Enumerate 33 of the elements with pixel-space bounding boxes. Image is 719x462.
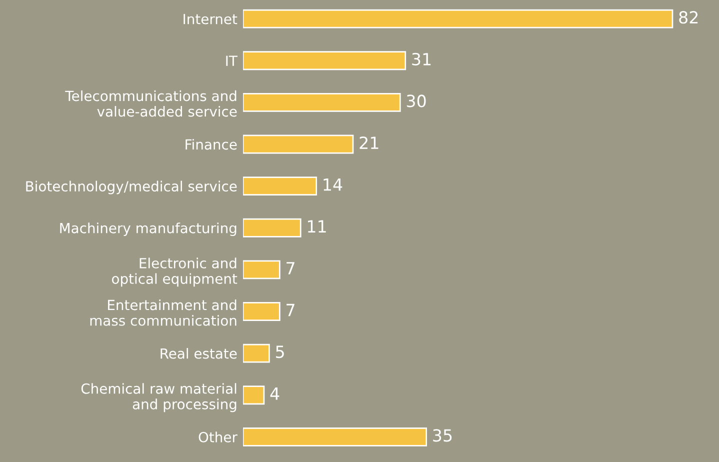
- y-tick-label: Real estate: [160, 348, 237, 359]
- y-tick-label: Chemical raw material and processing: [81, 383, 236, 412]
- data-label: 11: [308, 220, 326, 232]
- bar: [243, 218, 302, 238]
- data-label: 7: [286, 262, 294, 274]
- bar: [243, 176, 318, 196]
- y-tick-label: Telecommunications and value-added service: [65, 90, 237, 117]
- data-label: 82: [679, 11, 698, 24]
- y-tick-label: IT: [226, 56, 238, 66]
- y-tick-label: Internet: [184, 14, 238, 24]
- y-tick-label: Biotechnology/medical service: [26, 180, 237, 194]
- y-tick-label: Entertainment and mass communication: [90, 299, 236, 326]
- bar: [243, 344, 270, 363]
- bar: [243, 9, 674, 28]
- data-label: 14: [324, 178, 342, 191]
- y-tick-label: Machinery manufacturing: [60, 222, 236, 236]
- y-tick-label: Finance: [186, 138, 237, 150]
- data-label: 4: [270, 388, 280, 400]
- bar: [243, 427, 427, 446]
- bar: [243, 260, 280, 280]
- bar: [243, 302, 280, 321]
- bar: [243, 134, 354, 154]
- bar: [243, 386, 265, 405]
- data-label: 30: [406, 94, 426, 108]
- data-label: 7: [286, 304, 294, 316]
- data-label: 5: [276, 346, 284, 358]
- y-tick-label: Electronic and optical equipment: [112, 258, 238, 287]
- bar: [243, 92, 401, 112]
- data-label: 35: [433, 429, 452, 442]
- y-tick-label: Other: [198, 432, 238, 442]
- data-label: 21: [360, 136, 378, 149]
- data-label: 31: [412, 52, 431, 66]
- bar: [243, 51, 406, 70]
